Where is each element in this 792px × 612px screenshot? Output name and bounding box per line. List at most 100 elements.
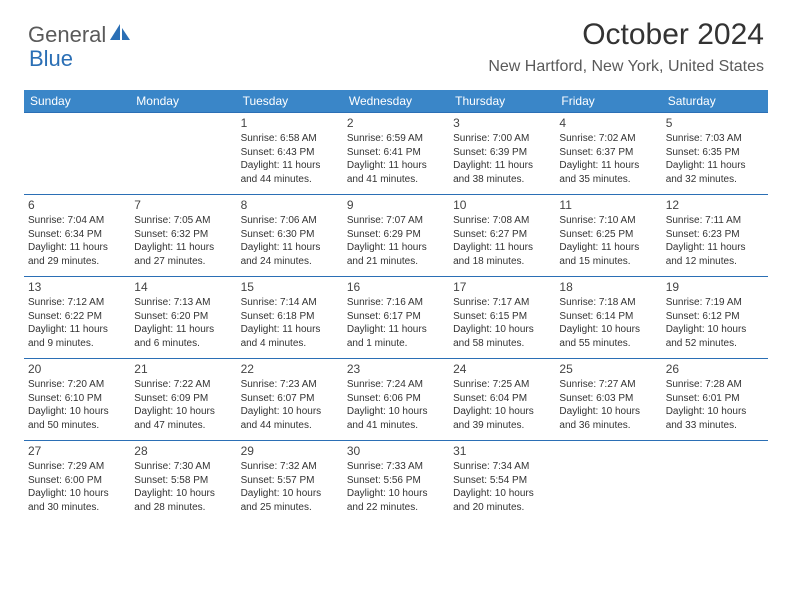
day-number: 5 [666, 116, 764, 130]
day-sunset: Sunset: 6:37 PM [559, 146, 657, 160]
calendar-table: Sunday Monday Tuesday Wednesday Thursday… [24, 90, 768, 523]
day-sunrise: Sunrise: 7:16 AM [347, 296, 445, 310]
day-info: Sunrise: 7:07 AMSunset: 6:29 PMDaylight:… [347, 214, 445, 268]
day-sunset: Sunset: 6:12 PM [666, 310, 764, 324]
calendar-cell: 5Sunrise: 7:03 AMSunset: 6:35 PMDaylight… [662, 113, 768, 195]
logo-text-general: General [28, 22, 106, 48]
day-daylight: Daylight: 11 hours and 21 minutes. [347, 241, 445, 268]
day-info: Sunrise: 7:02 AMSunset: 6:37 PMDaylight:… [559, 132, 657, 186]
day-sunrise: Sunrise: 6:59 AM [347, 132, 445, 146]
calendar-cell: 31Sunrise: 7:34 AMSunset: 5:54 PMDayligh… [449, 441, 555, 523]
day-daylight: Daylight: 10 hours and 50 minutes. [28, 405, 126, 432]
day-daylight: Daylight: 11 hours and 6 minutes. [134, 323, 232, 350]
day-info: Sunrise: 7:32 AMSunset: 5:57 PMDaylight:… [241, 460, 339, 514]
day-sunset: Sunset: 6:14 PM [559, 310, 657, 324]
calendar-cell: 16Sunrise: 7:16 AMSunset: 6:17 PMDayligh… [343, 277, 449, 359]
calendar-row: 1Sunrise: 6:58 AMSunset: 6:43 PMDaylight… [24, 113, 768, 195]
logo-line2: Blue [28, 46, 73, 72]
day-number: 19 [666, 280, 764, 294]
day-sunrise: Sunrise: 7:19 AM [666, 296, 764, 310]
day-daylight: Daylight: 10 hours and 36 minutes. [559, 405, 657, 432]
day-sunset: Sunset: 6:29 PM [347, 228, 445, 242]
day-number: 4 [559, 116, 657, 130]
day-number: 15 [241, 280, 339, 294]
day-info: Sunrise: 7:28 AMSunset: 6:01 PMDaylight:… [666, 378, 764, 432]
day-info: Sunrise: 6:59 AMSunset: 6:41 PMDaylight:… [347, 132, 445, 186]
day-sunset: Sunset: 6:32 PM [134, 228, 232, 242]
calendar-cell [24, 113, 130, 195]
day-number: 17 [453, 280, 551, 294]
day-sunrise: Sunrise: 7:27 AM [559, 378, 657, 392]
calendar-page: General Blue October 2024 New Hartford, … [0, 0, 792, 533]
day-sunrise: Sunrise: 7:20 AM [28, 378, 126, 392]
day-number: 9 [347, 198, 445, 212]
day-info: Sunrise: 7:04 AMSunset: 6:34 PMDaylight:… [28, 214, 126, 268]
day-sunrise: Sunrise: 7:17 AM [453, 296, 551, 310]
day-number: 1 [241, 116, 339, 130]
calendar-cell: 24Sunrise: 7:25 AMSunset: 6:04 PMDayligh… [449, 359, 555, 441]
location-subtitle: New Hartford, New York, United States [488, 58, 764, 76]
day-info: Sunrise: 7:30 AMSunset: 5:58 PMDaylight:… [134, 460, 232, 514]
day-sunset: Sunset: 6:39 PM [453, 146, 551, 160]
day-info: Sunrise: 7:18 AMSunset: 6:14 PMDaylight:… [559, 296, 657, 350]
day-info: Sunrise: 7:23 AMSunset: 6:07 PMDaylight:… [241, 378, 339, 432]
day-info: Sunrise: 6:58 AMSunset: 6:43 PMDaylight:… [241, 132, 339, 186]
day-number: 24 [453, 362, 551, 376]
day-number: 8 [241, 198, 339, 212]
calendar-cell [130, 113, 236, 195]
day-daylight: Daylight: 10 hours and 30 minutes. [28, 487, 126, 514]
calendar-cell: 12Sunrise: 7:11 AMSunset: 6:23 PMDayligh… [662, 195, 768, 277]
day-daylight: Daylight: 11 hours and 35 minutes. [559, 159, 657, 186]
day-daylight: Daylight: 11 hours and 12 minutes. [666, 241, 764, 268]
weekday-header: Thursday [449, 90, 555, 113]
day-sunset: Sunset: 6:10 PM [28, 392, 126, 406]
calendar-cell: 23Sunrise: 7:24 AMSunset: 6:06 PMDayligh… [343, 359, 449, 441]
day-sunset: Sunset: 5:58 PM [134, 474, 232, 488]
day-number: 31 [453, 444, 551, 458]
day-sunrise: Sunrise: 7:04 AM [28, 214, 126, 228]
calendar-cell: 10Sunrise: 7:08 AMSunset: 6:27 PMDayligh… [449, 195, 555, 277]
weekday-header: Wednesday [343, 90, 449, 113]
day-daylight: Daylight: 10 hours and 41 minutes. [347, 405, 445, 432]
day-daylight: Daylight: 10 hours and 52 minutes. [666, 323, 764, 350]
day-number: 29 [241, 444, 339, 458]
day-info: Sunrise: 7:16 AMSunset: 6:17 PMDaylight:… [347, 296, 445, 350]
day-sunset: Sunset: 6:43 PM [241, 146, 339, 160]
day-daylight: Daylight: 10 hours and 28 minutes. [134, 487, 232, 514]
calendar-cell: 8Sunrise: 7:06 AMSunset: 6:30 PMDaylight… [237, 195, 343, 277]
day-number: 28 [134, 444, 232, 458]
day-daylight: Daylight: 10 hours and 44 minutes. [241, 405, 339, 432]
day-number: 27 [28, 444, 126, 458]
day-sunset: Sunset: 6:07 PM [241, 392, 339, 406]
day-number: 21 [134, 362, 232, 376]
day-info: Sunrise: 7:20 AMSunset: 6:10 PMDaylight:… [28, 378, 126, 432]
day-number: 2 [347, 116, 445, 130]
day-daylight: Daylight: 10 hours and 55 minutes. [559, 323, 657, 350]
day-sunset: Sunset: 6:09 PM [134, 392, 232, 406]
calendar-cell [662, 441, 768, 523]
day-daylight: Daylight: 10 hours and 39 minutes. [453, 405, 551, 432]
calendar-cell: 18Sunrise: 7:18 AMSunset: 6:14 PMDayligh… [555, 277, 661, 359]
day-info: Sunrise: 7:10 AMSunset: 6:25 PMDaylight:… [559, 214, 657, 268]
day-number: 3 [453, 116, 551, 130]
day-info: Sunrise: 7:12 AMSunset: 6:22 PMDaylight:… [28, 296, 126, 350]
day-number: 25 [559, 362, 657, 376]
calendar-row: 20Sunrise: 7:20 AMSunset: 6:10 PMDayligh… [24, 359, 768, 441]
day-sunset: Sunset: 6:20 PM [134, 310, 232, 324]
day-number: 26 [666, 362, 764, 376]
weekday-header: Saturday [662, 90, 768, 113]
day-sunrise: Sunrise: 7:34 AM [453, 460, 551, 474]
day-sunset: Sunset: 5:54 PM [453, 474, 551, 488]
calendar-cell: 30Sunrise: 7:33 AMSunset: 5:56 PMDayligh… [343, 441, 449, 523]
day-sunset: Sunset: 6:03 PM [559, 392, 657, 406]
calendar-cell: 3Sunrise: 7:00 AMSunset: 6:39 PMDaylight… [449, 113, 555, 195]
day-info: Sunrise: 7:13 AMSunset: 6:20 PMDaylight:… [134, 296, 232, 350]
calendar-row: 27Sunrise: 7:29 AMSunset: 6:00 PMDayligh… [24, 441, 768, 523]
day-info: Sunrise: 7:27 AMSunset: 6:03 PMDaylight:… [559, 378, 657, 432]
day-info: Sunrise: 7:14 AMSunset: 6:18 PMDaylight:… [241, 296, 339, 350]
day-info: Sunrise: 7:22 AMSunset: 6:09 PMDaylight:… [134, 378, 232, 432]
day-sunrise: Sunrise: 6:58 AM [241, 132, 339, 146]
day-info: Sunrise: 7:24 AMSunset: 6:06 PMDaylight:… [347, 378, 445, 432]
calendar-cell: 2 Sunrise: 6:59 AMSunset: 6:41 PMDaylight… [343, 113, 449, 195]
day-info: Sunrise: 7:19 AMSunset: 6:12 PMDaylight:… [666, 296, 764, 350]
